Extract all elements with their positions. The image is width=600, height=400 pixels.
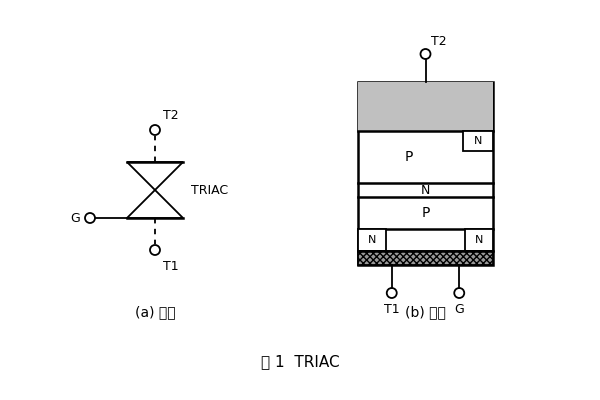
Bar: [358, 251, 493, 265]
Bar: [358, 82, 493, 265]
Text: N: N: [475, 235, 483, 245]
Text: (b) 构造: (b) 构造: [405, 305, 446, 319]
Text: T2: T2: [163, 109, 179, 122]
Text: T1: T1: [163, 260, 179, 273]
Bar: [358, 82, 493, 131]
Bar: [358, 229, 386, 251]
Text: 图 1  TRIAC: 图 1 TRIAC: [260, 354, 340, 370]
Text: N: N: [474, 136, 482, 146]
Bar: [463, 131, 493, 151]
Text: P: P: [421, 206, 430, 220]
Text: T1: T1: [384, 303, 400, 316]
Text: N: N: [368, 235, 376, 245]
Text: P: P: [405, 150, 413, 164]
Text: N: N: [421, 184, 430, 196]
Bar: [358, 251, 493, 265]
Text: (a) 符号: (a) 符号: [134, 305, 175, 319]
Text: G: G: [70, 212, 80, 224]
Text: TRIAC: TRIAC: [191, 184, 228, 196]
Bar: [465, 229, 493, 251]
Text: G: G: [454, 303, 464, 316]
Text: T2: T2: [431, 35, 447, 48]
